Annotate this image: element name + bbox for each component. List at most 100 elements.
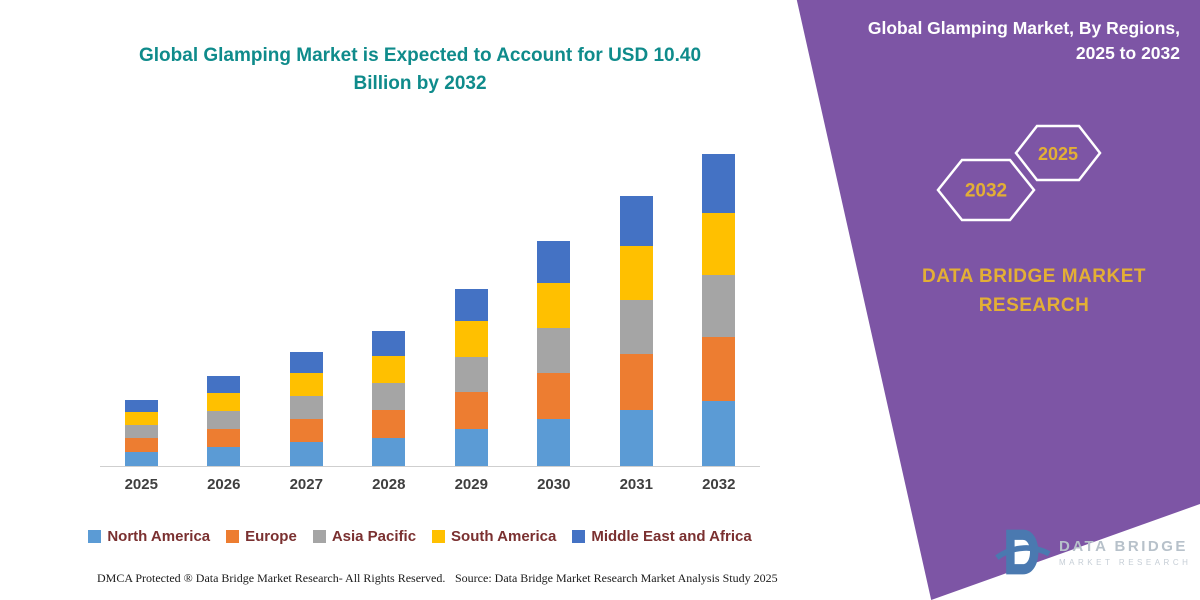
bar-segment-middle-east-and-africa (124, 400, 158, 413)
footer: DMCA Protected ® Data Bridge Market Rese… (97, 571, 797, 586)
legend-item-europe: Europe (226, 528, 297, 545)
bar-segment-north-america (372, 437, 406, 466)
bar-segment-middle-east-and-africa (702, 154, 736, 213)
legend: North America Europe Asia Pacific South Ame… (40, 528, 800, 545)
bar-stack-2025 (124, 400, 158, 466)
bar-segment-asia-pacific (619, 300, 653, 355)
x-axis-label-2026: 2026 (207, 476, 241, 493)
bar-stack-2031 (619, 196, 653, 466)
legend-swatch (572, 530, 586, 543)
bar-segment-middle-east-and-africa (207, 376, 241, 393)
legend-label: Asia Pacific (331, 528, 417, 545)
x-axis-label-2028: 2028 (372, 476, 406, 493)
legend-item-asia-pacific: Asia Pacific (312, 528, 417, 545)
bar-segment-asia-pacific (289, 395, 323, 419)
bar-segment-south-america (537, 283, 571, 329)
bar-2027 (276, 352, 336, 466)
x-axis-label-2025: 2025 (124, 476, 158, 493)
bar-segment-asia-pacific (454, 356, 488, 393)
bar-segment-middle-east-and-africa (372, 331, 406, 357)
legend-label: Middle East and Africa (591, 528, 752, 545)
bar-stack-2028 (372, 331, 406, 466)
bar-segment-middle-east-and-africa (454, 289, 488, 322)
bar-segment-asia-pacific (124, 425, 158, 439)
bar-segment-asia-pacific (372, 383, 406, 411)
legend-swatch (88, 530, 102, 543)
x-axis-label-2030: 2030 (537, 476, 571, 493)
bar-segment-north-america (537, 419, 571, 466)
logo-texts: DATA BRIDGE MARKET RESEARCH (1059, 538, 1191, 567)
bar-stack-2029 (454, 289, 488, 466)
hexagon-2025-label: 2025 (1038, 144, 1078, 164)
bar-2031 (606, 196, 666, 466)
chart-title: Global Glamping Market is Expected to Ac… (138, 45, 702, 94)
panel-heading: Global Glamping Market, By Regions, 2025… (867, 18, 1180, 63)
legend-swatch (432, 530, 446, 543)
hexagon-2032: 2032 (936, 158, 1036, 222)
bar-segment-asia-pacific (702, 275, 736, 338)
bar-segment-europe (124, 438, 158, 453)
bar-stack-2032 (702, 154, 736, 466)
bar-2032 (689, 154, 749, 466)
bar-segment-south-america (207, 392, 241, 411)
legend-label: North America (107, 528, 211, 545)
hexagon-outline (936, 158, 1036, 222)
bar-2029 (441, 289, 501, 466)
legend-label: South America (451, 528, 557, 545)
databridge-logo-icon (995, 529, 1051, 575)
bar-2028 (359, 331, 419, 466)
bar-2025 (111, 400, 171, 466)
bar-segment-middle-east-and-africa (619, 196, 653, 247)
bar-stack-2030 (537, 241, 571, 466)
brand-text: DATA BRIDGE MARKET RESEARCH (922, 266, 1146, 317)
bar-stack-2027 (289, 352, 323, 466)
bar-segment-north-america (124, 452, 158, 466)
bar-2030 (524, 241, 584, 466)
x-axis-label-2029: 2029 (454, 476, 488, 493)
bar-2026 (194, 376, 254, 466)
bar-segment-south-america (124, 412, 158, 426)
bar-segment-north-america (289, 442, 323, 466)
bar-segment-south-america (619, 246, 653, 301)
bar-segment-south-america (454, 321, 488, 357)
bar-segment-europe (207, 428, 241, 448)
legend-swatch (312, 530, 326, 543)
bar-segment-south-america (289, 373, 323, 396)
hexagon-outline (1014, 124, 1102, 182)
bar-segment-south-america (702, 212, 736, 276)
bar-segment-asia-pacific (207, 410, 241, 429)
legend-item-north-america: North America (88, 528, 210, 545)
bar-segment-south-america (372, 356, 406, 384)
bar-segment-europe (289, 418, 323, 442)
x-axis-label-2027: 2027 (289, 476, 323, 493)
bar-stack-2026 (207, 376, 241, 466)
bar-segment-north-america (454, 428, 488, 466)
bar-segment-north-america (619, 409, 653, 466)
bar-segment-europe (702, 337, 736, 402)
legend-swatch (226, 530, 240, 543)
x-axis-labels: 2025 2026 2027 2028 2029 2030 2031 2032 (100, 476, 760, 493)
bar-segment-middle-east-and-africa (289, 352, 323, 374)
bar-segment-europe (454, 392, 488, 429)
legend-item-south-america: South America (432, 528, 556, 545)
bar-segment-middle-east-and-africa (537, 241, 571, 284)
bar-segment-europe (537, 373, 571, 420)
hexagon-2032-label: 2032 (965, 181, 1007, 202)
hexagon-2025: 2025 (1014, 124, 1102, 182)
x-axis-label-2032: 2032 (702, 476, 736, 493)
plot-area (100, 137, 760, 467)
bar-segment-europe (619, 354, 653, 410)
footer-dmca: DMCA Protected ® Data Bridge Market Rese… (97, 571, 446, 585)
legend-item-middle-east-and-africa: Middle East and Africa (572, 528, 752, 545)
footer-source: Source: Data Bridge Market Research Mark… (455, 571, 778, 585)
legend-label: Europe (245, 528, 297, 545)
logo-text-bottom: MARKET RESEARCH (1059, 557, 1192, 567)
x-axis-label-2031: 2031 (619, 476, 653, 493)
databridge-logo: DATA BRIDGE MARKET RESEARCH (995, 524, 1200, 580)
bar-segment-europe (372, 410, 406, 438)
bar-segment-asia-pacific (537, 328, 571, 374)
bar-segment-north-america (702, 401, 736, 466)
bar-segment-north-america (207, 447, 241, 466)
logo-text-top: DATA BRIDGE (1059, 537, 1188, 555)
